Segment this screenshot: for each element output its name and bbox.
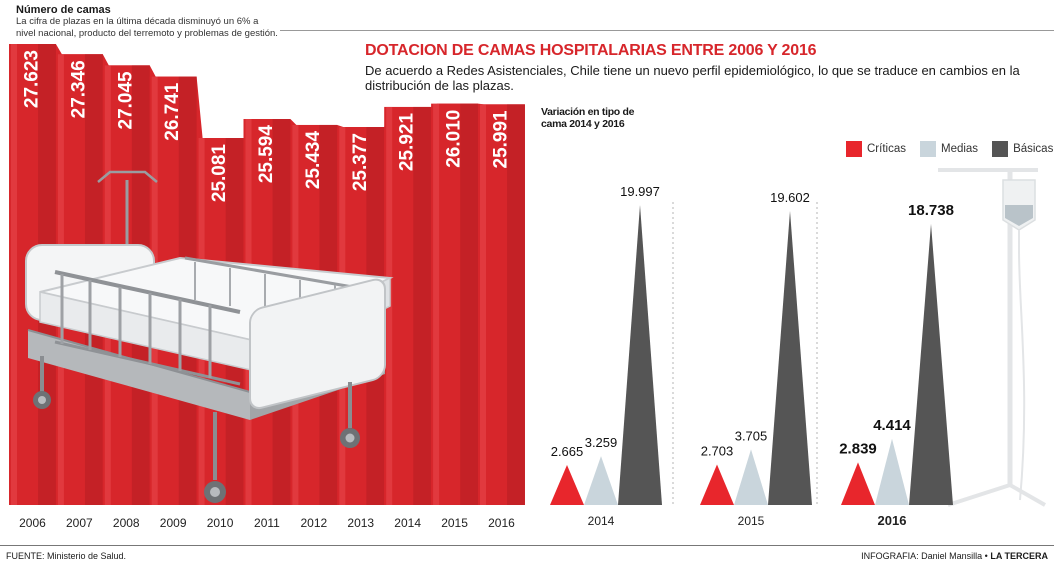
year-label: 2009 (160, 516, 187, 530)
legend-label: Medias (940, 143, 979, 155)
triangle-básicas (768, 210, 812, 505)
triangle-value-label: 3.705 (735, 428, 768, 443)
header-description: La cifra de plazas en la última década d… (16, 16, 278, 39)
hospital-bed-illustration (25, 170, 394, 503)
footer-credit-brand: LA TERCERA (990, 551, 1048, 561)
group-year-label: 2016 (878, 513, 907, 528)
curtain-highlight (480, 104, 486, 505)
variation-title: Variación en tipo de cama 2014 y 2016 (541, 106, 635, 130)
legend-swatch (992, 141, 1009, 157)
legend-swatch (919, 141, 936, 157)
legend: Críticas Medias Básicas (846, 141, 1053, 157)
bar-value-label: 25.377 (350, 133, 371, 191)
triangle-básicas (909, 223, 953, 506)
main-subtitle: De acuerdo a Redes Asistenciales, Chile … (365, 63, 1020, 93)
main-title: DOTACION DE CAMAS HOSPITALARIAS ENTRE 20… (365, 42, 817, 59)
year-label: 2016 (488, 516, 515, 530)
bar-value-label: 26.010 (444, 110, 465, 168)
iv-stand-illustration (938, 168, 1046, 507)
triangle-medias (584, 456, 618, 505)
triangle-críticas (700, 464, 734, 505)
bar-value-label: 26.741 (162, 82, 183, 141)
group-year-label: 2015 (738, 514, 765, 528)
curtain-fold (460, 103, 478, 506)
legend-swatch (846, 141, 862, 157)
year-label: 2014 (394, 516, 421, 530)
year-label: 2011 (254, 516, 280, 530)
year-label: 2013 (347, 516, 374, 530)
footer-credit: INFOGRAFIA: Daniel Mansilla • LA TERCERA (861, 551, 1048, 561)
year-label: 2006 (19, 516, 46, 530)
beds-per-year-chart: 27.623 27.346 27.045 26.741 25.081 25.594 25.4… (9, 44, 525, 530)
triangle-value-label: 3.259 (585, 435, 618, 450)
footer-credit-author: INFOGRAFIA: Daniel Mansilla • (861, 551, 991, 561)
curtain-highlight (433, 103, 440, 506)
triangle-medias (734, 449, 768, 505)
bar-value-label: 25.594 (256, 125, 277, 184)
year-axis-labels: 2006 2007 2008 2009 2010 2011 2012 2013 2014 2015… (19, 516, 515, 530)
year-label: 2010 (207, 516, 234, 530)
legend-item-medias: Medias (919, 141, 979, 157)
triangle-value-label: 2.665 (551, 444, 584, 459)
bar-value-label: 27.346 (68, 60, 89, 118)
triangle-value-label: 18.738 (908, 202, 954, 219)
bar-value-label: 25.081 (209, 144, 230, 203)
footer-source: FUENTE: Ministerio de Salud. (6, 551, 127, 561)
year-label: 2008 (113, 516, 140, 530)
bar-value-label: 27.623 (21, 50, 42, 108)
legend-label: Críticas (867, 143, 906, 155)
bar-value-label: 27.045 (115, 71, 136, 130)
curtain-fold (413, 106, 432, 506)
bar-value-label: 25.991 (490, 110, 511, 169)
bar-value-label: 25.921 (397, 113, 418, 172)
legend-item-criticas: Críticas (846, 141, 906, 157)
triangle-value-label: 2.703 (701, 443, 734, 458)
curtain-fold (507, 104, 525, 505)
triangle-críticas (841, 462, 875, 505)
curtain-highlight (11, 44, 17, 505)
triangle-value-label: 19.997 (620, 184, 660, 199)
triangle-value-label: 4.414 (873, 417, 911, 434)
header-divider (280, 30, 1054, 31)
legend-item-basicas: Básicas (992, 141, 1053, 157)
triangle-básicas (618, 205, 662, 505)
triangle-críticas (550, 465, 584, 505)
bar-value-label: 25.434 (303, 131, 324, 190)
triangle-medias (875, 438, 909, 505)
legend-label: Básicas (1013, 143, 1054, 155)
year-label: 2012 (300, 516, 327, 530)
year-label: 2007 (66, 516, 93, 530)
header-title: Número de camas (16, 4, 111, 16)
triangle-value-label: 2.839 (839, 440, 877, 457)
triangle-value-label: 19.602 (770, 190, 810, 205)
footer-divider (0, 545, 1054, 546)
group-year-label: 2014 (588, 514, 615, 528)
year-label: 2015 (441, 516, 468, 530)
